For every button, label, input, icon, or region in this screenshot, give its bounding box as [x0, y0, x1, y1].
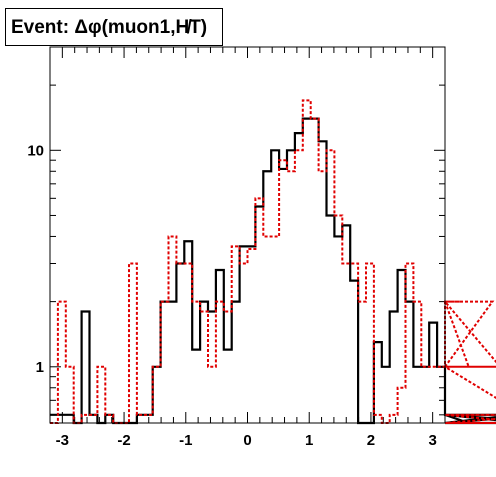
x-tick-label: -3 — [56, 432, 69, 449]
x-tick-labels: -3 -2 -1 0 1 2 3 — [56, 432, 437, 449]
y-tick-label: 1 — [36, 359, 44, 376]
y-tick-label: 10 — [27, 142, 44, 159]
x-tick-label: 2 — [367, 432, 375, 449]
chart-title: Event: Δφ(muon1,H̸T) — [5, 8, 223, 46]
y-tick-labels: 1 10 — [27, 142, 44, 375]
plot-frame-overlay — [49, 46, 446, 424]
x-tick-label: -2 — [117, 432, 130, 449]
series-layer — [50, 99, 496, 425]
x-tick-label: 0 — [243, 432, 251, 449]
x-tick-label: 1 — [305, 432, 313, 449]
histogram-series-black-solid — [50, 117, 496, 425]
x-tick-label: 3 — [428, 432, 436, 449]
histogram-series-red-dashed — [50, 99, 496, 424]
x-tick-label: -1 — [179, 432, 192, 449]
